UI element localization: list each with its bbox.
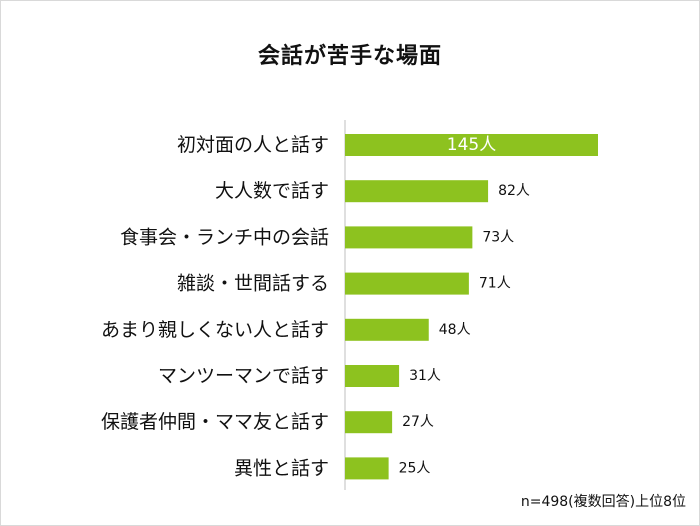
category-label: マンツーマンで話す — [158, 365, 329, 387]
bar-value-label: 48人 — [439, 322, 471, 338]
category-label: 異性と話す — [234, 457, 329, 479]
bar — [345, 457, 389, 480]
bar — [345, 226, 473, 249]
category-label: 食事会・ランチ中の会話 — [120, 226, 329, 248]
category-label: 保護者仲間・ママ友と話す — [101, 411, 329, 433]
bar — [345, 365, 400, 387]
chart-title: 会話が苦手な場面 — [257, 44, 442, 69]
category-label: あまり親しくない人と話す — [101, 319, 329, 341]
bar-value-label: 27人 — [402, 414, 434, 430]
bar-value-label: 71人 — [479, 276, 511, 292]
category-label: 大人数で話す — [215, 180, 329, 202]
bar — [345, 411, 393, 434]
bar — [345, 134, 598, 156]
bar-value-label: 31人 — [409, 368, 441, 384]
bar — [345, 272, 469, 295]
bar-value-label: 145人 — [447, 135, 496, 155]
bar-value-label: 25人 — [399, 460, 431, 476]
bar — [345, 180, 489, 203]
bar-value-label: 73人 — [482, 229, 514, 245]
bar — [345, 318, 429, 341]
bar-value-label: 82人 — [498, 183, 530, 199]
sample-size-note: n=498(複数回答)上位8位 — [520, 494, 686, 510]
category-label: 初対面の人と話す — [177, 134, 329, 156]
category-label: 雑談・世間話する — [177, 273, 329, 295]
